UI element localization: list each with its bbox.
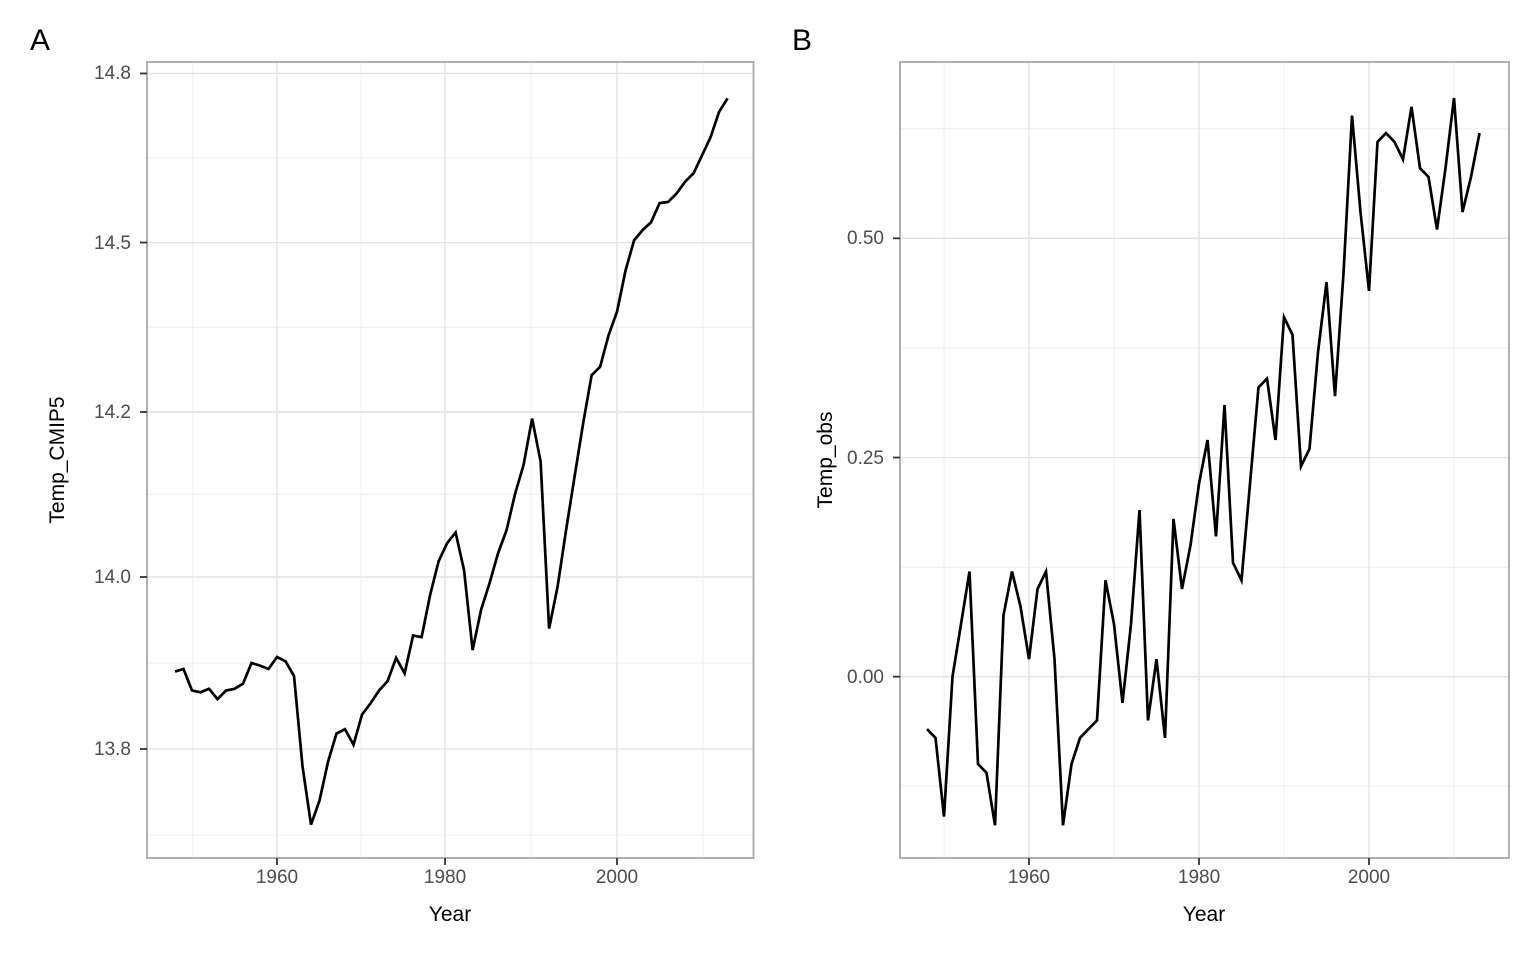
y-tick-label: 0.25 [847, 447, 884, 469]
x-tick-label: 2000 [1347, 867, 1391, 888]
x-tick-label: 1980 [423, 867, 467, 888]
y-tick-label: 14.8 [94, 63, 131, 85]
x-tick-label: 1960 [1007, 867, 1051, 888]
x-tick-label: 1960 [255, 867, 299, 888]
x-axis-title-b: Year [1182, 903, 1226, 926]
panel-border [899, 61, 1510, 859]
x-axis-title-a: Year [428, 903, 472, 926]
panel-a-label: A [30, 24, 51, 57]
x-tick-label: 2000 [595, 867, 639, 888]
y-tick-label: 14.0 [94, 567, 131, 588]
y-tick-label: 0.50 [847, 228, 884, 250]
series-line-temp_obs [926, 97, 1481, 826]
y-tick-label: 0.00 [847, 666, 884, 688]
panel-b-label: B [792, 24, 813, 57]
x-tick-label: 1980 [1177, 867, 1221, 888]
panel-border [146, 61, 755, 859]
y-tick-label: 13.8 [94, 739, 131, 761]
series-line-temp_cmip5 [174, 97, 729, 826]
y-tick-label: 14.2 [94, 402, 131, 423]
y-tick-label: 14.5 [94, 232, 131, 254]
